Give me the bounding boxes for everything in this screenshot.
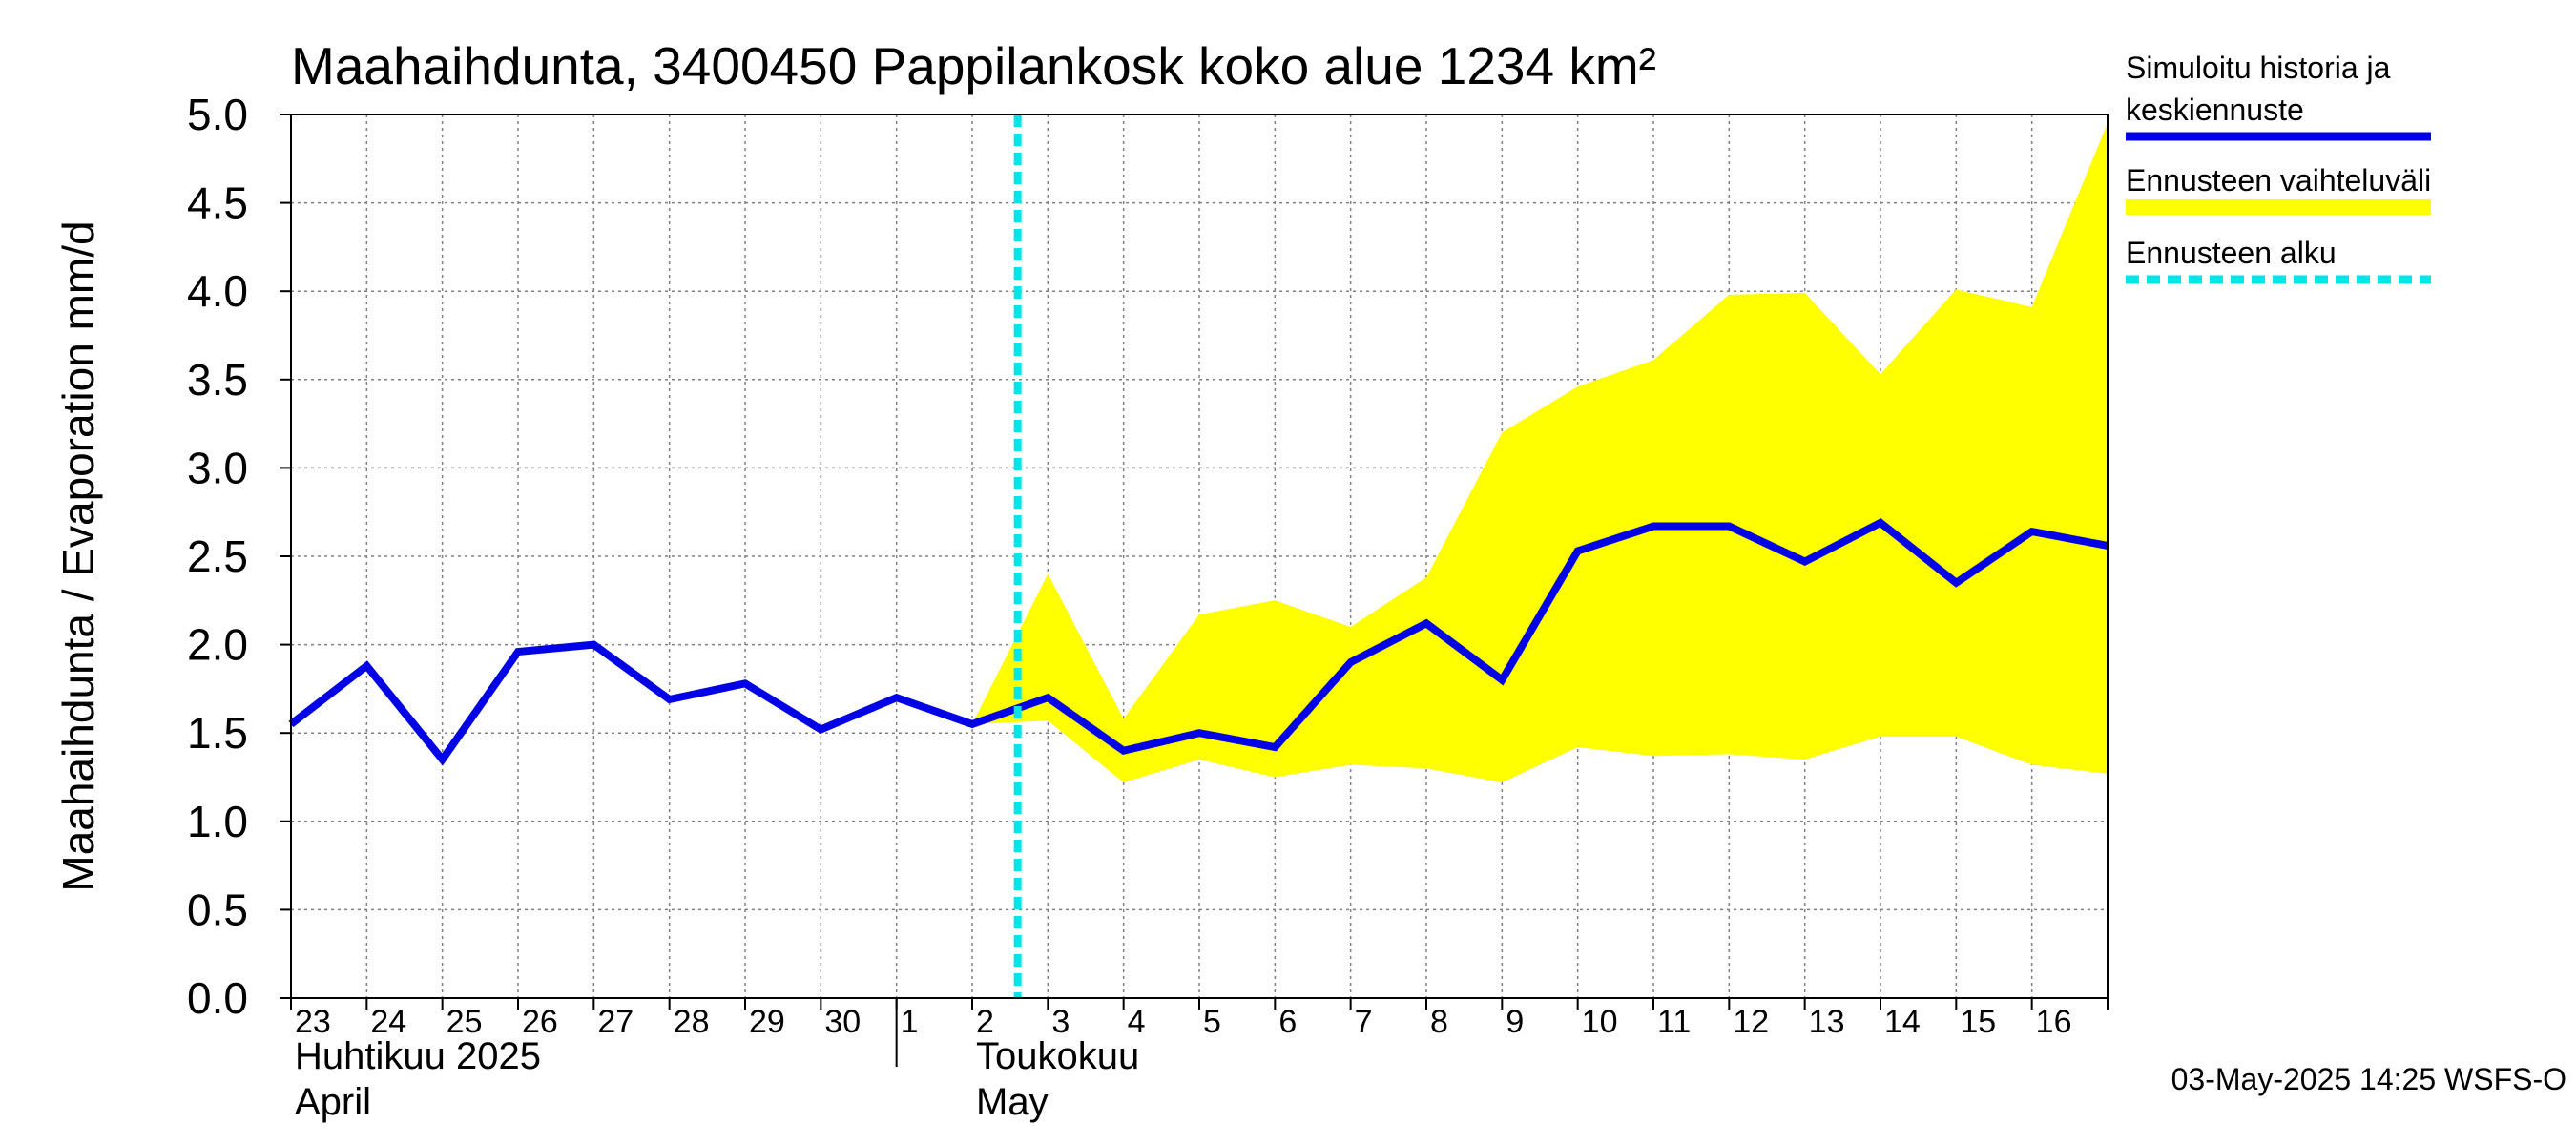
month-label-line2: May xyxy=(976,1081,1049,1123)
x-tick-label: 9 xyxy=(1506,1004,1524,1040)
series-line xyxy=(288,518,2109,766)
x-tick-label: 25 xyxy=(447,1004,483,1040)
x-tick-label: 2 xyxy=(976,1004,994,1040)
y-ticks: 0.0 0.5 1.0 1.5 2.0 2.5 3.0 3.5 4.0 4.5 5.0 xyxy=(187,90,291,1023)
y-tick-label: 0.5 xyxy=(187,885,248,934)
x-tick-label: 16 xyxy=(2036,1004,2072,1040)
x-tick-label: 24 xyxy=(370,1004,406,1040)
timestamp: 03-May-2025 14:25 WSFS-O xyxy=(2171,1062,2566,1096)
forecast-range-polygon xyxy=(972,123,2108,783)
x-tick-label: 14 xyxy=(1884,1004,1921,1040)
x-tick-label: 6 xyxy=(1278,1004,1297,1040)
y-tick-label: 2.0 xyxy=(187,620,248,670)
chart-title: Maahaihdunta, 3400450 Pappilankosk koko … xyxy=(291,36,1656,95)
x-tick-label: 29 xyxy=(749,1004,785,1040)
x-tick-label: 11 xyxy=(1657,1004,1691,1040)
y-tick-label: 4.0 xyxy=(187,266,248,316)
x-tick-label: 15 xyxy=(1960,1004,1996,1040)
y-tick-label: 1.5 xyxy=(187,708,248,758)
month-label-line2: April xyxy=(295,1081,371,1123)
x-tick-label: 8 xyxy=(1430,1004,1448,1040)
y-tick-label: 3.5 xyxy=(187,355,248,405)
x-tick-label: 1 xyxy=(901,1004,919,1040)
y-tick-label: 1.0 xyxy=(187,797,248,846)
y-tick-label: 3.0 xyxy=(187,443,248,492)
series-layer xyxy=(288,518,2109,766)
x-tick-label: 12 xyxy=(1733,1004,1769,1040)
x-tick-label: 26 xyxy=(522,1004,558,1040)
legend-series-label-line2: keskiennuste xyxy=(2126,93,2304,127)
x-tick-label: 5 xyxy=(1203,1004,1221,1040)
x-tick-label: 3 xyxy=(1051,1004,1070,1040)
legend-series-label-line1: Simuloitu historia ja xyxy=(2126,51,2391,85)
x-ticks: 23 24 25 26 27 28 29 30 1 2 3 4 5 6 7 8 9 10 11 12 13 14 15 16 xyxy=(290,998,2109,1040)
y-tick-label: 4.5 xyxy=(187,178,248,228)
legend-forecast-label: Ennusteen alku xyxy=(2126,236,2337,270)
grid xyxy=(291,114,2108,998)
x-tick-label: 13 xyxy=(1809,1004,1845,1040)
month-label-line1: Toukokuu xyxy=(976,1035,1139,1077)
y-axis-label: Maahaihdunta / Evaporation mm/d xyxy=(53,220,103,891)
legend: Simuloitu historia ja keskiennuste Ennus… xyxy=(2126,51,2431,284)
x-tick-label: 23 xyxy=(295,1004,331,1040)
month-label-line1: Huhtikuu 2025 xyxy=(295,1035,541,1077)
y-tick-label: 2.5 xyxy=(187,531,248,581)
legend-band-label: Ennusteen vaihteluväli xyxy=(2126,163,2431,198)
y-tick-label: 0.0 xyxy=(187,973,248,1023)
x-tick-label: 28 xyxy=(674,1004,710,1040)
x-tick-label: 10 xyxy=(1582,1004,1618,1040)
x-tick-label: 4 xyxy=(1128,1004,1146,1040)
x-tick-label: 30 xyxy=(824,1004,861,1040)
x-tick-label: 7 xyxy=(1355,1004,1373,1040)
y-tick-label: 5.0 xyxy=(187,90,248,139)
forecast-range-band xyxy=(972,123,2108,783)
x-tick-label: 27 xyxy=(597,1004,634,1040)
